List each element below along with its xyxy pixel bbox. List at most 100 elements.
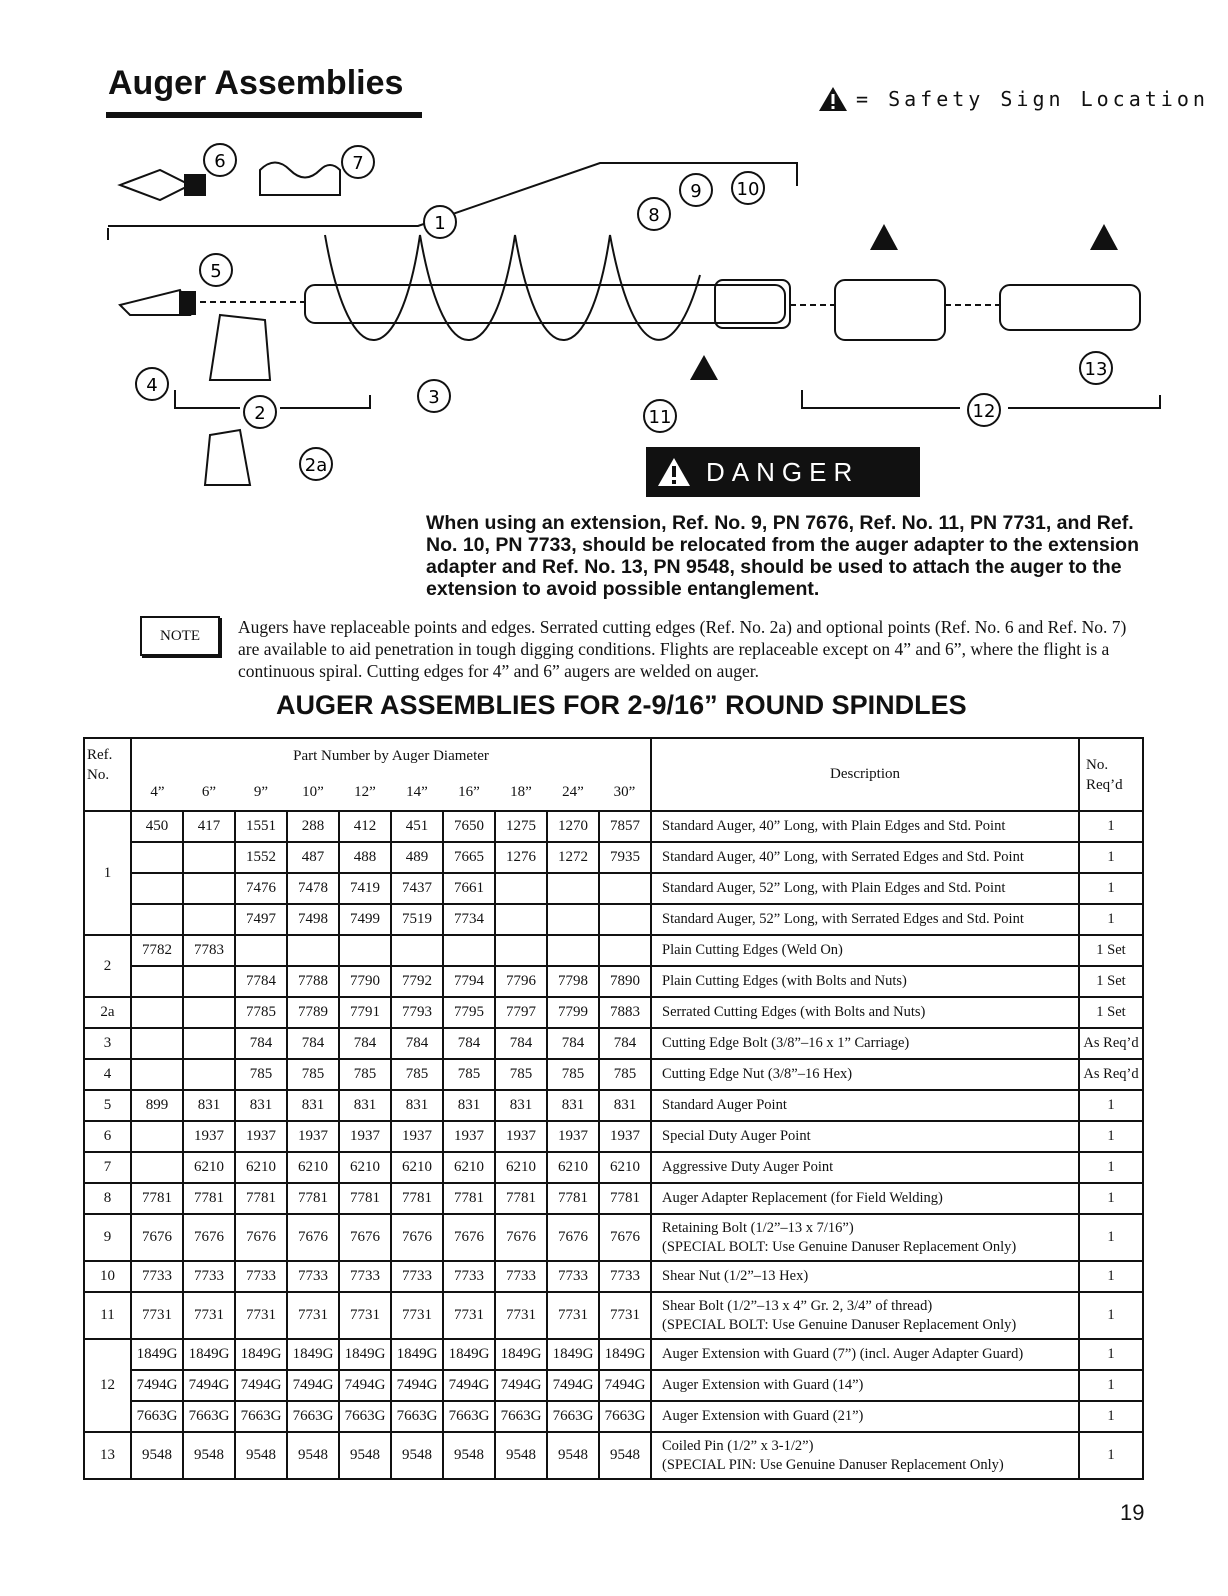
qty-cell: 1 (1078, 872, 1144, 905)
table-row: 2 7782 7783 Plain Cutting Edges (Weld On) 1 … (83, 934, 1144, 998)
part-number-cell: 7650 (442, 810, 496, 843)
part-number-cell: 7676 (390, 1213, 444, 1262)
svg-text:5: 5 (210, 261, 221, 282)
part-number-cell: 7731 (338, 1291, 392, 1340)
part-number-cell (338, 934, 392, 967)
part-number-cell (598, 903, 652, 936)
part-number-cell: 1276 (494, 841, 548, 874)
qty-cell: 1 (1078, 1369, 1144, 1402)
part-number-cell: 7494G (494, 1369, 548, 1402)
part-number-cell: 7733 (130, 1260, 184, 1293)
part-number-cell: 831 (598, 1089, 652, 1122)
callout-4: 4 (135, 367, 169, 401)
part-number-cell (130, 841, 184, 874)
part-number-cell: 784 (598, 1027, 652, 1060)
title-rule (106, 112, 422, 118)
table-row: 7497 7498 7499 7519 7734 Standard Auger, 52” … (84, 903, 1144, 936)
part-number-cell: 9548 (442, 1431, 496, 1480)
part-number-cell (546, 934, 600, 967)
part-number-cell: 7796 (494, 965, 548, 998)
part-number-cell: 7798 (546, 965, 600, 998)
part-number-cell: 899 (130, 1089, 184, 1122)
qty-cell: 1 Set (1078, 934, 1144, 967)
qty-cell: 1 Set (1078, 965, 1144, 998)
part-number-cell: 9548 (234, 1431, 288, 1480)
description-cell: Retaining Bolt (1/2”–13 x 7/16”) (SPECIAL… (650, 1213, 1080, 1262)
part-number-cell: 6210 (338, 1151, 392, 1184)
part-number-cell: 7676 (130, 1213, 184, 1262)
description-cell: Auger Extension with Guard (21”) (650, 1400, 1080, 1433)
part-number-group-header: Part Number by Auger Diameter (130, 737, 652, 774)
description-cell: Shear Bolt (1/2”–13 x 4” Gr. 2, 3/4” of … (650, 1291, 1080, 1340)
table-row: 7 6210 6210 6210 6210 6210 6210 6210 6210 6210 Agg… (83, 1151, 1144, 1184)
svg-text:2a: 2a (305, 455, 327, 476)
part-number-cell: 831 (286, 1089, 340, 1122)
table-row: 4 785 785 785 785 785 785 785 785 Cutting Edge Nu… (83, 1058, 1144, 1091)
part-number-cell: 784 (286, 1027, 340, 1060)
part-number-cell: 1937 (234, 1120, 288, 1153)
part-number-cell: 1849G (546, 1338, 600, 1371)
part-number-cell: 451 (390, 810, 444, 843)
description-line: Plain Cutting Edges (with Bolts and Nuts… (662, 973, 907, 989)
part-number-cell: 7498 (286, 903, 340, 936)
ref-cell: 13 (83, 1431, 132, 1480)
part-number-cell: 7478 (286, 872, 340, 905)
part-number-cell: 7494G (130, 1369, 184, 1402)
svg-text:1: 1 (434, 213, 445, 234)
callout-8: 8 (637, 197, 671, 231)
part-number-cell: 784 (494, 1027, 548, 1060)
ref-cell: 9 (83, 1213, 132, 1262)
description-line: Special Duty Auger Point (662, 1128, 811, 1144)
part-number-cell: 1849G (182, 1338, 236, 1371)
part-number-cell: 7676 (182, 1213, 236, 1262)
ref-header: Ref. No. (83, 737, 132, 812)
part-number-cell: 488 (338, 841, 392, 874)
part-number-cell: 450 (130, 810, 184, 843)
description-line: Cutting Edge Nut (3/8”–16 Hex) (662, 1066, 853, 1082)
part-number-cell: 7791 (338, 996, 392, 1029)
part-number-cell: 7494G (286, 1369, 340, 1402)
part-number-cell: 1551 (234, 810, 288, 843)
ref-cell: 3 (83, 1027, 132, 1060)
part-number-cell: 1937 (546, 1120, 600, 1153)
part-number-cell: 7781 (494, 1182, 548, 1215)
part-number-cell: 7781 (286, 1182, 340, 1215)
part-number-cell: 9548 (286, 1431, 340, 1480)
part-number-cell: 1937 (494, 1120, 548, 1153)
part-number-cell: 7788 (286, 965, 340, 998)
part-number-cell (598, 872, 652, 905)
part-number-cell: 7676 (494, 1213, 548, 1262)
part-number-cell: 7476 (234, 872, 288, 905)
part-number-cell: 9548 (182, 1431, 236, 1480)
part-number-cell: 7781 (338, 1182, 392, 1215)
part-number-cell: 7661 (442, 872, 496, 905)
qty-cell: 1 (1078, 1400, 1144, 1433)
part-number-cell (130, 1027, 184, 1060)
part-number-cell: 7499 (338, 903, 392, 936)
part-number-cell: 7494G (234, 1369, 288, 1402)
part-number-cell: 6210 (598, 1151, 652, 1184)
part-number-cell (234, 934, 288, 967)
part-number-cell (286, 934, 340, 967)
description-cell: Cutting Edge Bolt (3/8”–16 x 1” Carriage… (650, 1027, 1080, 1060)
table-row: 8 7781 7781 7781 7781 7781 7781 7781 7781 7781 778… (83, 1182, 1144, 1215)
qty-cell: 1 (1078, 1151, 1144, 1184)
part-number-cell: 7494G (598, 1369, 652, 1402)
description-cell: Standard Auger Point (650, 1089, 1080, 1122)
part-number-cell: 7890 (598, 965, 652, 998)
part-number-cell: 7676 (598, 1213, 652, 1262)
table-row: 7476 7478 7419 7437 7661 Standard Auger, 52” … (84, 872, 1144, 905)
table-row: 12 1849G 1849G 1849G 1849G 1849G 1849G 1849G 184… (83, 1338, 1144, 1433)
part-number-cell (130, 996, 184, 1029)
part-number-cell: 831 (546, 1089, 600, 1122)
callout-1: 1 (423, 205, 457, 239)
part-number-cell: 7797 (494, 996, 548, 1029)
part-number-cell: 487 (286, 841, 340, 874)
req-header: No. Req’d (1078, 737, 1144, 812)
diameter-header: 4” (131, 774, 183, 812)
part-number-cell: 7733 (234, 1260, 288, 1293)
callout-3: 3 (417, 379, 451, 413)
svg-text:10: 10 (737, 179, 760, 200)
part-number-cell: 7663G (442, 1400, 496, 1433)
part-number-cell: 831 (182, 1089, 236, 1122)
